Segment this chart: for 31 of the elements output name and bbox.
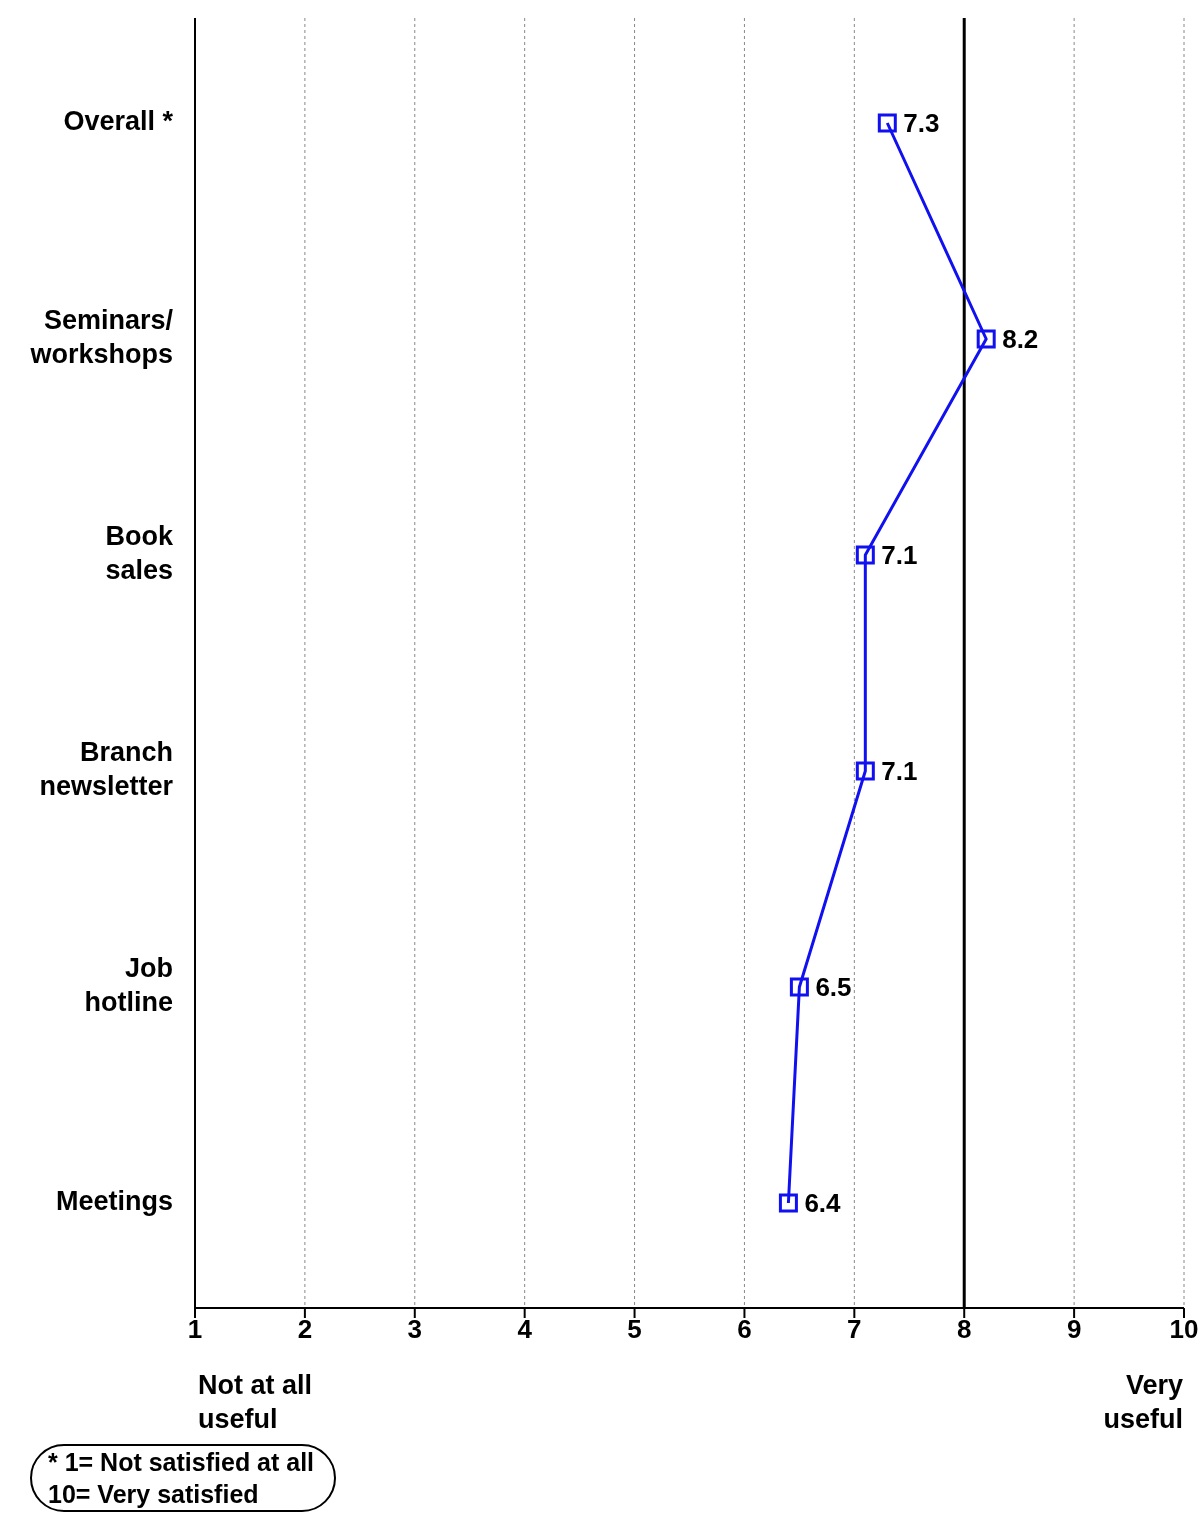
x-tick-label: 9 xyxy=(1066,1314,1082,1345)
y-tick-label: Branch newsletter xyxy=(39,737,174,802)
x-tick-label: 10 xyxy=(1169,1314,1199,1345)
text: Not at all useful xyxy=(198,1369,313,1436)
data-label: 6.4 xyxy=(804,1188,842,1219)
point xyxy=(789,977,809,997)
y-tick-label: Job hotline xyxy=(84,953,173,1018)
data-label: 8.2 xyxy=(1002,324,1039,355)
data-label: 6.5 xyxy=(815,972,852,1003)
y-tick-label: Book sales xyxy=(105,521,174,586)
y-tick-label: Overall * xyxy=(63,106,174,137)
x-tick-label: 1 xyxy=(187,1314,203,1345)
data-label: 7.1 xyxy=(881,756,918,787)
x-tick-label: 6 xyxy=(737,1314,752,1345)
point xyxy=(855,761,875,781)
x-tick-label: 4 xyxy=(517,1314,533,1345)
point xyxy=(976,329,996,349)
y-tick-label: Seminars/ workshops xyxy=(29,305,174,370)
x-tick-label: 7 xyxy=(847,1314,862,1345)
data-label: 7.1 xyxy=(881,540,918,571)
x-tick-label: 5 xyxy=(627,1314,642,1345)
x-tick-label: 2 xyxy=(297,1314,313,1345)
y-tick-label: Meetings xyxy=(55,1186,173,1217)
data-label: 7.3 xyxy=(903,108,940,139)
x-tick-label: 3 xyxy=(407,1314,423,1345)
x-tick-label: 8 xyxy=(956,1314,972,1345)
text: * 1= Not satisfied at all 10= Very satisfied xyxy=(30,1444,337,1512)
point xyxy=(877,113,897,133)
point xyxy=(855,545,875,565)
point xyxy=(778,1193,798,1213)
text: Very useful xyxy=(1102,1369,1183,1436)
